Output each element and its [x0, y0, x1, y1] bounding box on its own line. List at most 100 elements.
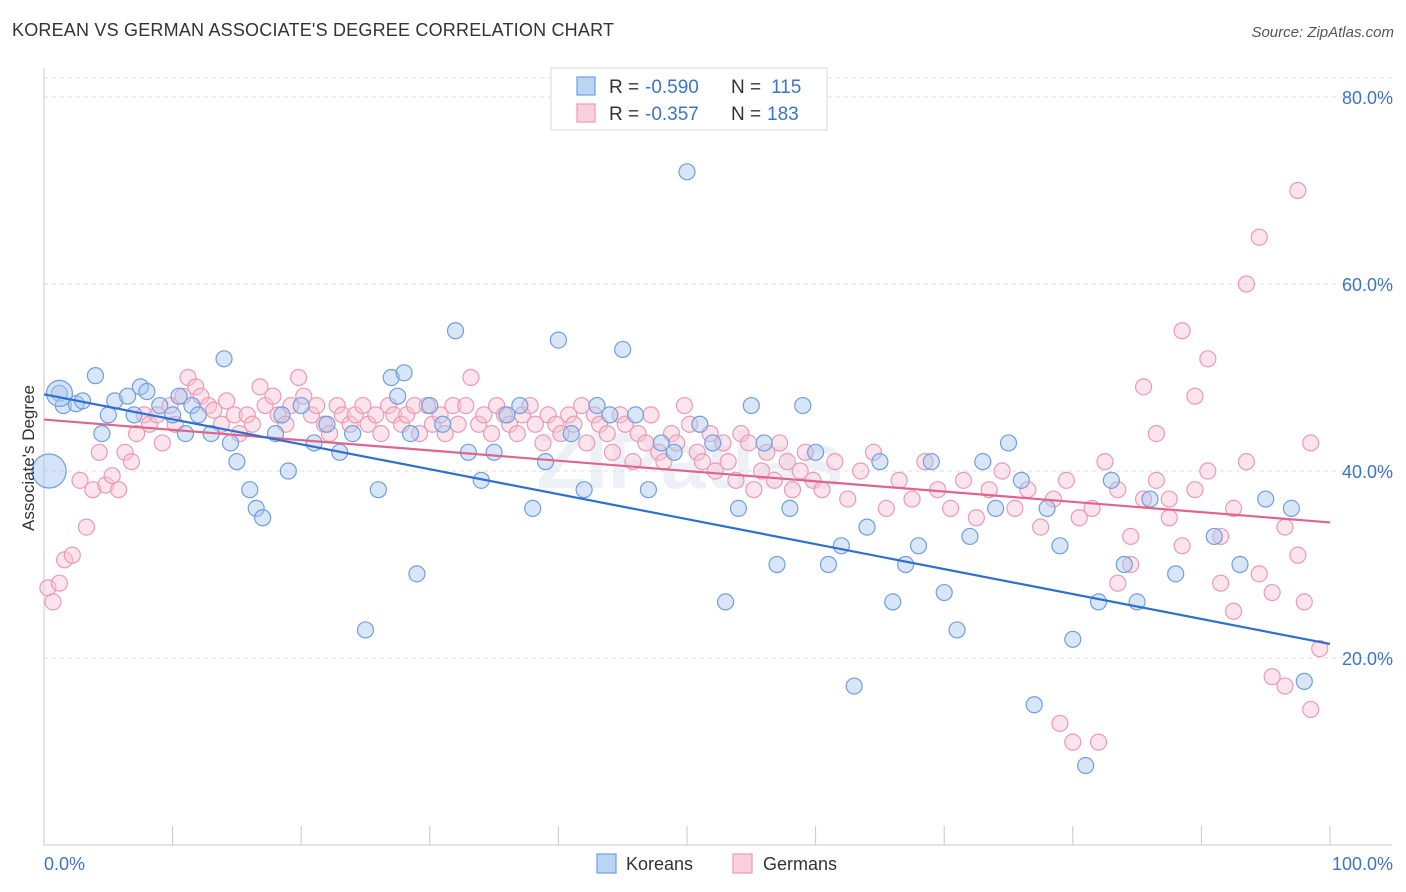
german-point — [745, 481, 763, 499]
german-point — [225, 406, 243, 424]
korean-point — [1282, 499, 1301, 517]
bottom-legend: Koreans Germans — [596, 853, 837, 874]
korean-point — [1257, 490, 1275, 508]
german-point — [993, 462, 1011, 480]
korean-point — [794, 396, 812, 415]
korean-point — [974, 453, 992, 471]
german-point — [84, 481, 102, 499]
korean-point — [1025, 696, 1043, 714]
german-point — [706, 462, 724, 480]
german-point — [109, 481, 128, 499]
german-point — [1173, 537, 1191, 555]
german-point — [1263, 668, 1281, 686]
stats-legend: R = -0.590 N = 115 R = -0.357 N = 183 — [550, 67, 828, 131]
korean-point — [601, 406, 619, 424]
german-point — [462, 368, 480, 387]
german-point — [877, 499, 895, 517]
german-point — [852, 462, 870, 480]
korean-points — [31, 163, 1313, 775]
source-label: Source: ZipAtlas.com — [1251, 24, 1394, 41]
korean-point — [588, 396, 606, 415]
korean-n-value: 115 — [771, 77, 801, 98]
korean-point — [1231, 555, 1249, 574]
korean-point — [729, 499, 748, 517]
german-point — [63, 546, 81, 564]
korean-point — [125, 406, 143, 424]
german-point — [1057, 471, 1075, 489]
korean-point — [446, 322, 465, 340]
german-point — [770, 434, 789, 452]
korean-point — [31, 453, 67, 489]
german-point — [187, 378, 205, 396]
korean-point — [1115, 555, 1133, 574]
german-point — [916, 453, 934, 471]
korean-n-label: N = — [731, 77, 761, 98]
germans-legend-label: Germans — [763, 854, 837, 874]
german-point — [1212, 574, 1230, 592]
german-point — [77, 518, 96, 536]
german-point — [50, 574, 69, 592]
german-point — [1199, 350, 1217, 368]
korean-point — [118, 387, 137, 405]
german-point — [380, 396, 398, 415]
german-point — [1134, 378, 1153, 396]
korean-point — [549, 331, 568, 349]
german-n-value: 183 — [767, 104, 799, 125]
korean-point — [536, 453, 555, 471]
korean-point — [691, 415, 709, 433]
korean-point — [1089, 593, 1108, 611]
x-tick-labels: 0.0% 100.0% — [44, 854, 1393, 874]
german-point — [1064, 733, 1082, 751]
german-point — [71, 471, 89, 489]
korean-point — [241, 481, 259, 499]
german-point — [372, 425, 390, 443]
german-point — [482, 425, 501, 443]
german-point — [205, 401, 223, 419]
korean-point — [408, 565, 426, 583]
korean-point — [498, 406, 516, 424]
korean-point — [1102, 471, 1120, 489]
german-point — [328, 396, 346, 415]
korean-point — [434, 415, 452, 433]
korean-point — [987, 499, 1005, 517]
korean-point — [639, 481, 658, 499]
german-point — [1302, 700, 1320, 719]
korean-point — [742, 396, 760, 415]
german-point — [1089, 733, 1108, 751]
german-point — [1122, 527, 1140, 546]
german-point — [967, 509, 985, 527]
german-point — [238, 406, 256, 424]
german-point — [122, 453, 141, 471]
german-point — [813, 481, 831, 499]
korean-point — [806, 443, 825, 461]
korean-point — [247, 499, 265, 517]
german-point — [903, 490, 921, 508]
german-point — [826, 453, 844, 471]
german-point — [675, 396, 694, 415]
x-tick-label: 100.0% — [1332, 854, 1393, 874]
german-point — [367, 406, 385, 424]
korean-r-label: R = — [609, 77, 639, 98]
grid-lines — [44, 77, 1392, 659]
german-point — [308, 396, 326, 415]
german-point — [740, 434, 758, 452]
german-point — [444, 396, 462, 415]
german-point — [44, 593, 62, 611]
german-point — [218, 392, 236, 410]
germans-legend-swatch — [732, 853, 753, 874]
watermark: ZIPatlas — [537, 416, 844, 505]
german-point — [752, 462, 771, 480]
german-point — [243, 415, 261, 433]
koreans-legend-swatch — [596, 853, 617, 874]
german-point — [942, 499, 960, 517]
y-tick-label: 60.0% — [1342, 275, 1393, 295]
german-point — [1186, 481, 1204, 499]
german-point — [603, 443, 622, 461]
german-point — [1173, 322, 1191, 340]
german-point — [598, 425, 616, 443]
korean-point — [511, 396, 529, 415]
y-tick-label: 20.0% — [1342, 649, 1393, 669]
german-point — [1311, 640, 1329, 658]
korean-point — [189, 406, 207, 424]
